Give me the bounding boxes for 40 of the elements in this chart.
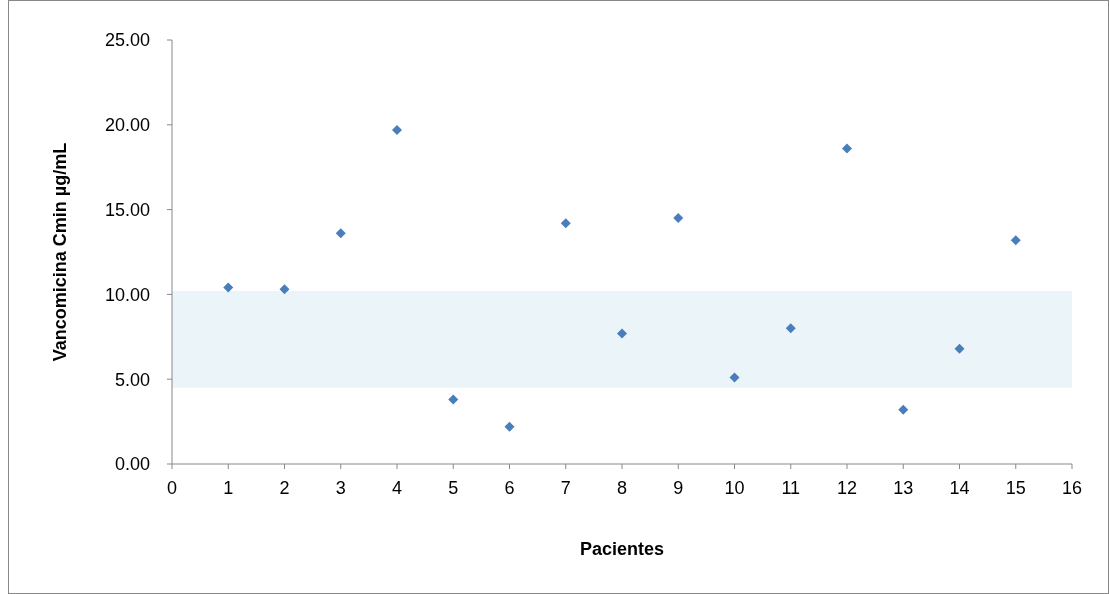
point: [335, 228, 346, 239]
x-tick-label: 12: [836, 478, 858, 499]
y-tick-label: 25.00: [104, 30, 150, 51]
x-tick-label: 4: [391, 478, 403, 499]
y-axis-title: Vancomicina Cmin µg/mL: [50, 142, 70, 362]
y-tick-label: 20.00: [104, 115, 150, 136]
y-tick-label: 15.00: [104, 199, 150, 220]
x-tick-label: 5: [448, 478, 459, 499]
point: [504, 421, 515, 432]
x-tick-label: 11: [781, 478, 801, 499]
point: [223, 282, 234, 293]
point: [617, 328, 627, 339]
x-tick-label: 7: [560, 478, 571, 499]
point: [560, 218, 571, 229]
x-tick-label: 1: [223, 478, 234, 499]
y-tick-label: 0.00: [114, 454, 150, 475]
x-tick-label: 15: [1005, 478, 1026, 499]
point: [1010, 235, 1021, 246]
point: [392, 124, 402, 135]
x-tick-label: 0: [166, 478, 178, 499]
point: [898, 404, 909, 415]
x-tick-label: 3: [335, 478, 346, 499]
y-tick-label: 10.00: [104, 284, 150, 305]
point: [785, 323, 796, 334]
point: [729, 372, 740, 383]
x-tick-label: 13: [893, 478, 914, 499]
point: [448, 394, 459, 405]
point: [279, 284, 290, 295]
x-tick-label: 2: [279, 478, 290, 499]
x-tick-label: 14: [949, 478, 970, 499]
x-tick-label: 8: [616, 478, 628, 499]
x-tick-label: 6: [504, 478, 515, 499]
x-tick-label: 10: [724, 478, 745, 499]
x-tick-label: 9: [673, 478, 684, 499]
y-tick-label: 5.00: [114, 369, 150, 390]
point: [673, 213, 684, 224]
x-tick-label: 16: [1061, 478, 1083, 499]
point: [842, 143, 852, 154]
point: [954, 343, 965, 354]
x-axis-title: Pacientes: [579, 539, 665, 559]
